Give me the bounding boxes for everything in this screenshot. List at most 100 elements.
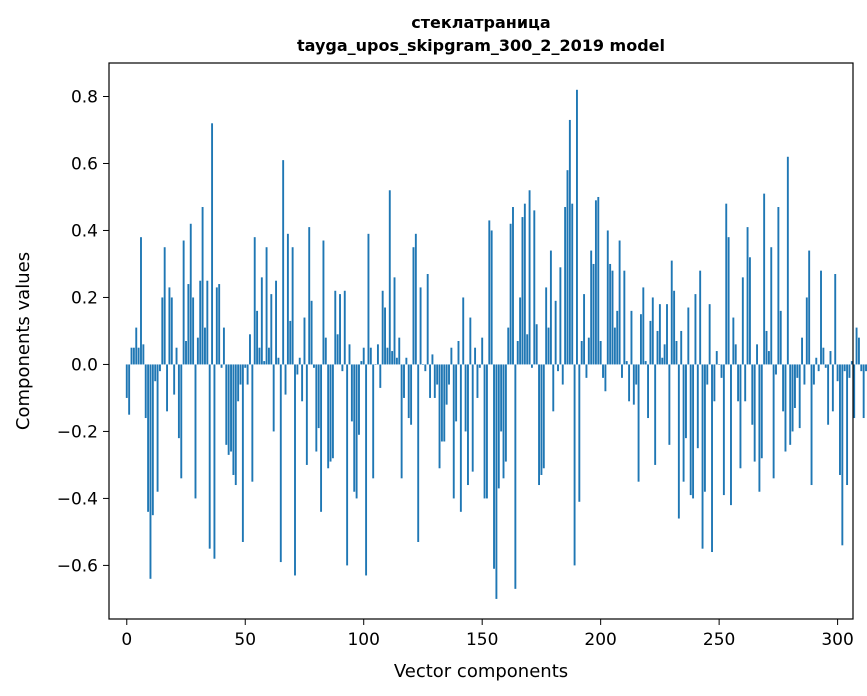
bar-139 xyxy=(455,364,458,422)
bar-265 xyxy=(753,364,756,462)
bar-91 xyxy=(341,364,344,372)
bar-25 xyxy=(185,341,187,365)
bar-6 xyxy=(140,237,142,365)
bar-119 xyxy=(407,364,410,419)
bar-199 xyxy=(597,196,600,365)
y-axis-label: Components values xyxy=(13,252,34,430)
bar-161 xyxy=(507,327,510,365)
bar-113 xyxy=(393,277,396,365)
bar-222 xyxy=(651,297,654,365)
bar-57 xyxy=(260,277,263,365)
bar-252 xyxy=(722,364,725,496)
bar-154 xyxy=(490,230,493,365)
bar-165 xyxy=(516,341,519,365)
bar-23 xyxy=(180,364,183,479)
bar-30 xyxy=(196,337,199,365)
y-tick-label-5: 0.4 xyxy=(71,221,98,241)
bar-219 xyxy=(644,361,647,365)
bar-128 xyxy=(429,364,432,398)
bar-201 xyxy=(602,364,604,378)
bar-137 xyxy=(450,347,453,365)
bar-78 xyxy=(310,300,313,365)
bar-90 xyxy=(339,294,341,365)
bar-34 xyxy=(206,280,209,365)
bar-121 xyxy=(412,247,415,365)
bar-92 xyxy=(343,290,346,365)
bar-220 xyxy=(647,364,649,419)
bar-15 xyxy=(161,297,164,365)
bar-190 xyxy=(576,89,578,365)
x-tick-label-150: 150 xyxy=(466,630,498,650)
x-tick-label-0: 0 xyxy=(121,630,132,650)
bar-101 xyxy=(365,364,368,576)
bar-301 xyxy=(839,364,841,475)
bar-18 xyxy=(168,287,171,365)
bar-21 xyxy=(175,347,178,365)
bar-214 xyxy=(632,364,635,405)
bar-307 xyxy=(853,364,856,419)
bar-68 xyxy=(286,233,289,365)
bar-27 xyxy=(189,223,192,365)
bar-247 xyxy=(711,364,713,553)
bar-283 xyxy=(796,364,799,378)
bar-4 xyxy=(135,327,138,365)
bar-292 xyxy=(817,364,820,372)
bar-303 xyxy=(843,364,846,372)
bar-111 xyxy=(388,190,391,365)
bar-243 xyxy=(701,364,704,549)
y-tick-label-7: 0.8 xyxy=(71,87,98,107)
bar-13 xyxy=(156,364,159,492)
bar-294 xyxy=(822,347,825,365)
bar-233 xyxy=(677,364,680,519)
bar-129 xyxy=(431,354,434,365)
bar-218 xyxy=(642,287,645,365)
bar-229 xyxy=(668,364,671,445)
bar-66 xyxy=(282,160,285,365)
bar-127 xyxy=(426,274,429,365)
bar-138 xyxy=(452,364,455,499)
bar-192 xyxy=(580,341,583,365)
bar-88 xyxy=(334,290,337,365)
bar-193 xyxy=(583,294,586,365)
bar-202 xyxy=(604,364,607,392)
bar-293 xyxy=(820,270,822,365)
bar-71 xyxy=(294,364,296,576)
y-tick-label-0: −0.6 xyxy=(57,556,98,576)
chart-subtitle: tayga_upos_skipgram_300_2_2019 model xyxy=(297,36,665,55)
bar-156 xyxy=(495,364,498,599)
bar-274 xyxy=(775,364,777,375)
bar-81 xyxy=(317,364,320,429)
bar-46 xyxy=(234,364,237,486)
bar-133 xyxy=(440,364,443,442)
bar-215 xyxy=(635,364,638,385)
bar-102 xyxy=(367,233,370,365)
bar-231 xyxy=(673,290,676,365)
bar-77 xyxy=(308,227,311,365)
bar-109 xyxy=(384,307,386,365)
bar-260 xyxy=(741,277,744,365)
bar-245 xyxy=(706,364,709,385)
bar-0 xyxy=(125,364,128,398)
bar-225 xyxy=(658,304,661,365)
bar-270 xyxy=(765,330,768,365)
bar-298 xyxy=(831,364,834,412)
bar-276 xyxy=(779,310,782,365)
bar-181 xyxy=(554,300,557,365)
bar-182 xyxy=(557,364,559,372)
bar-20 xyxy=(173,364,176,395)
bar-1 xyxy=(128,364,131,415)
bar-98 xyxy=(358,364,360,435)
bar-105 xyxy=(374,364,377,365)
bar-211 xyxy=(625,361,628,365)
bar-286 xyxy=(803,364,806,385)
y-tick-label-2: −0.2 xyxy=(57,422,98,442)
bar-65 xyxy=(279,364,282,563)
bar-2 xyxy=(130,347,133,365)
bar-35 xyxy=(208,364,211,549)
bar-70 xyxy=(291,247,294,365)
bar-302 xyxy=(841,364,844,546)
bar-126 xyxy=(424,364,427,372)
plot-frame xyxy=(108,62,854,620)
bar-213 xyxy=(630,310,633,365)
bar-33 xyxy=(204,327,206,365)
